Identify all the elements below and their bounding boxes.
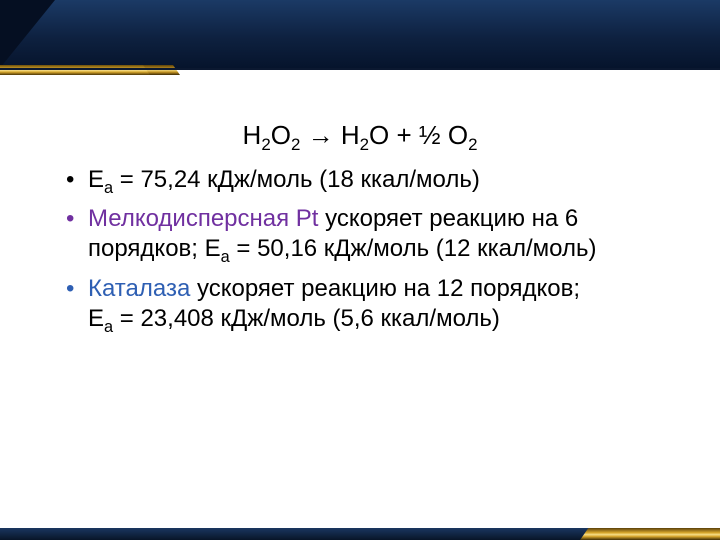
reaction-equation: Н2О2 → Н2О + ½ О2 (60, 120, 660, 155)
header-bottom-line (0, 68, 720, 70)
bullet-1: Еа = 75,24 кДж/моль (18 ккал/моль) (60, 165, 660, 198)
bullet-3: Каталаза ускоряет реакцию на 12 порядков… (60, 274, 660, 337)
eq-product2: О2 (448, 120, 478, 150)
eq-product1: Н2О (341, 120, 397, 150)
eq-plus: + (396, 120, 418, 150)
footer-gold-accent (580, 528, 720, 540)
slide: Н2О2 → Н2О + ½ О2 Еа = 75,24 кДж/моль (1… (0, 0, 720, 540)
header-dark-triangle (0, 0, 55, 68)
eq-reactant: Н2О2 (243, 120, 308, 150)
footer-band (0, 528, 720, 540)
bullet-2: Мелкодисперсная Pt ускоряет реакцию на 6… (60, 204, 660, 267)
header-band (0, 0, 720, 68)
header-gold-accent-1 (0, 65, 150, 75)
eq-half: ½ (419, 120, 448, 150)
content-area: Н2О2 → Н2О + ½ О2 Еа = 75,24 кДж/моль (1… (60, 120, 660, 343)
eq-arrow: → (308, 120, 341, 150)
bullet-list: Еа = 75,24 кДж/моль (18 ккал/моль) Мелко… (60, 165, 660, 337)
